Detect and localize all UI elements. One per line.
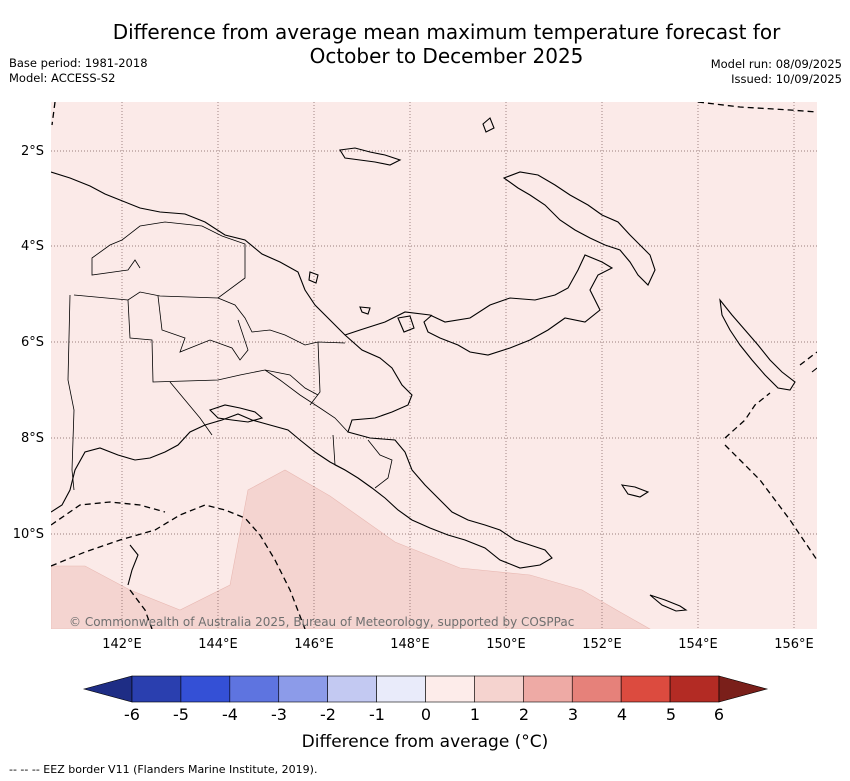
torres-strait [127, 544, 139, 586]
lon-label: 144°E [198, 637, 238, 652]
colorbar-box [620, 675, 671, 703]
colorbar-tick: -5 [173, 705, 189, 724]
colorbar-title: Difference from average (°C) [301, 732, 549, 752]
lat-label: 6°S [21, 335, 44, 350]
colorbar-tick: 1 [470, 705, 480, 724]
goodenough-island [397, 315, 415, 333]
colorbar-tick: 2 [519, 705, 529, 724]
new-britain-coast [502, 171, 656, 286]
meta-left: Base period: 1981-2018 Model: ACCESS-S2 [9, 56, 148, 86]
colorbar-tick: 6 [714, 705, 724, 724]
lat-label: 2°S [21, 144, 44, 159]
colorbar-high-extend [718, 675, 769, 703]
meta-right: Model run: 08/09/2025 Issued: 10/09/2025 [711, 57, 842, 87]
lat-axis: 2°S 4°S 6°S 8°S 10°S [13, 144, 44, 542]
fly-delta [208, 404, 264, 423]
colorbar-box [376, 675, 426, 703]
colorbar-box [474, 675, 524, 703]
chart-title: Difference from average mean maximum tem… [0, 20, 850, 68]
rossel-islands [649, 594, 688, 612]
lat-label: 10°S [13, 527, 44, 542]
lat-label: 4°S [21, 239, 44, 254]
woodlark [620, 484, 650, 498]
lon-label: 146°E [294, 637, 334, 652]
issued-date: Issued: 10/09/2025 [731, 72, 842, 86]
colorbar-box [131, 675, 182, 703]
model-name: Model: ACCESS-S2 [9, 71, 116, 85]
colorbar-tick: 0 [421, 705, 431, 724]
graticule [51, 102, 817, 629]
lon-label: 150°E [486, 637, 526, 652]
manus-island [339, 147, 402, 166]
colorbar-tick: -1 [369, 705, 385, 724]
base-period: Base period: 1981-2018 [9, 56, 148, 70]
colorbar-box [229, 675, 280, 703]
map-background [51, 102, 817, 629]
bougainville-coast [811, 367, 817, 373]
new-hanover [482, 117, 495, 133]
lon-label: 142°E [102, 637, 142, 652]
lon-label: 152°E [582, 637, 622, 652]
colorbar-tick: 4 [617, 705, 627, 724]
province-borders [67, 221, 393, 491]
new-ireland-coast [719, 298, 796, 391]
eez-borders [51, 102, 817, 629]
colorbar-tick: -2 [320, 705, 336, 724]
colorbar-box [180, 675, 231, 703]
copyright-text: © Commonwealth of Australia 2025, Bureau… [69, 615, 574, 629]
colorbar-tick: 3 [568, 705, 578, 724]
anomaly-region [51, 469, 651, 629]
north-coast-detail [344, 254, 614, 356]
colorbar-box [278, 675, 328, 703]
lon-axis: 142°E 144°E 146°E 148°E 150°E 152°E 154°… [102, 637, 814, 652]
title-line-1: Difference from average mean maximum tem… [112, 20, 781, 44]
colorbar: -6 -5 -4 -3 -2 -1 0 1 2 3 4 5 6 [82, 675, 769, 724]
colorbar-box [327, 675, 377, 703]
lon-label: 154°E [678, 637, 718, 652]
colorbar-box [669, 675, 720, 703]
eez-footnote: -- -- -- EEZ border V11 (Flanders Marine… [9, 763, 318, 776]
lon-label: 156°E [774, 637, 814, 652]
coastlines [51, 117, 817, 612]
colorbar-box [425, 675, 475, 703]
colorbar-box [571, 675, 622, 703]
model-run: Model run: 08/09/2025 [710, 57, 842, 71]
new-guinea-coast [51, 171, 553, 569]
trobriand [359, 306, 371, 315]
map-panel: © Commonwealth of Australia 2025, Bureau… [51, 102, 817, 629]
lat-label: 8°S [21, 431, 44, 446]
karkar-island [308, 271, 319, 284]
colorbar-tick: 5 [666, 705, 676, 724]
lon-label: 148°E [390, 637, 430, 652]
colorbar-box [523, 675, 573, 703]
colorbar-tick: -6 [124, 705, 140, 724]
colorbar-tick: -4 [222, 705, 238, 724]
title-line-2: October to December 2025 [309, 44, 584, 68]
colorbar-low-extend [82, 675, 133, 703]
colorbar-tick: -3 [271, 705, 287, 724]
